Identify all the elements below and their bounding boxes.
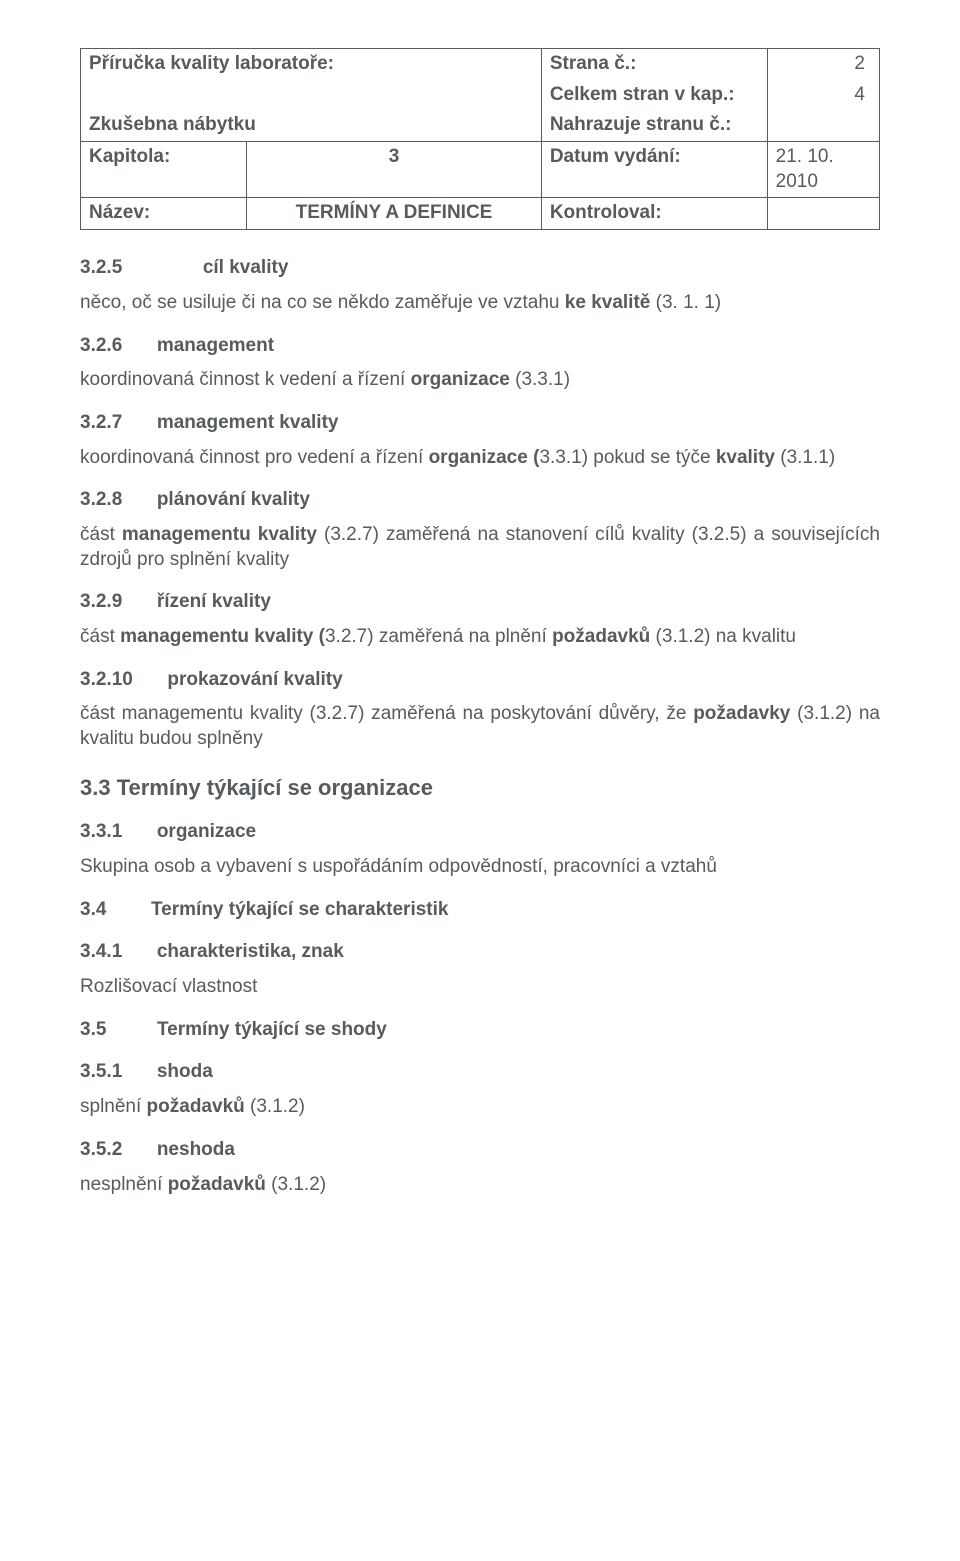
section-3-2-8-heading: 3.2.8 plánování kvality — [80, 488, 880, 513]
date-label: Datum vydání: — [541, 142, 767, 198]
text: (3.1.1) — [775, 447, 835, 468]
text-bold: ke kvalitě — [565, 292, 651, 313]
total-value: 4 — [767, 80, 879, 111]
chapter-value: 3 — [247, 142, 542, 198]
text: (3.1.2) — [266, 1174, 326, 1195]
text-bold: požadavků — [168, 1174, 266, 1195]
text-bold: managementu kvality ( — [120, 626, 325, 647]
section-3-5-1-heading: 3.5.1 shoda — [80, 1060, 880, 1085]
chapter-label: Kapitola: — [81, 142, 247, 198]
section-3-2-5-heading: 3.2.5 cíl kvality — [80, 256, 880, 281]
text: (3.3.1) — [510, 369, 570, 390]
text: (3. 1. 1) — [650, 292, 721, 313]
section-3-2-9-heading: 3.2.9 řízení kvality — [80, 590, 880, 615]
text: 3.2.7) zaměřená na plnění — [325, 626, 552, 647]
section-title: management — [157, 335, 274, 356]
text-bold: kvality — [716, 447, 775, 468]
section-3-2-8-body: část managementu kvality (3.2.7) zaměřen… — [80, 523, 880, 572]
doc-title-label: Příručka kvality laboratoře: — [81, 49, 542, 80]
header-table: Příručka kvality laboratoře: Strana č.: … — [80, 48, 880, 230]
section-title: management kvality — [157, 412, 339, 433]
date-value: 21. 10. 2010 — [767, 142, 879, 198]
section-3-2-6-body: koordinovaná činnost k vedení a řízení o… — [80, 368, 880, 393]
section-3-2-10-heading: 3.2.10 prokazování kvality — [80, 668, 880, 693]
text: část managementu kvality (3.2.7) zaměřen… — [80, 703, 693, 724]
checked-label: Kontroloval: — [541, 198, 767, 230]
text-bold: požadavků — [147, 1096, 245, 1117]
text-bold: managementu kvality — [122, 524, 317, 545]
section-title: řízení kvality — [157, 591, 271, 612]
section-3-4-1-body: Rozlišovací vlastnost — [80, 975, 880, 1000]
section-3-5-heading: 3.5 Termíny týkající se shody — [80, 1018, 880, 1043]
section-title: shoda — [157, 1061, 213, 1082]
text-bold: organizace — [411, 369, 510, 390]
section-title: Termíny týkající se shody — [157, 1019, 387, 1040]
section-3-5-2-body: nesplnění požadavků (3.1.2) — [80, 1173, 880, 1198]
section-number: 3.5 — [80, 1019, 106, 1040]
section-number: 3.4.1 — [80, 941, 122, 962]
section-title: organizace — [157, 821, 256, 842]
heading-3-3: 3.3 Termíny týkající se organizace — [80, 774, 880, 803]
section-title: prokazování kvality — [167, 669, 342, 690]
replaces-label: Nahrazuje stranu č.: — [541, 110, 767, 141]
text: 3.3.1) pokud se týče — [539, 447, 715, 468]
section-3-2-9-body: část managementu kvality (3.2.7) zaměřen… — [80, 625, 880, 650]
section-number: 3.2.9 — [80, 591, 122, 612]
section-title: cíl kvality — [203, 257, 289, 278]
section-3-2-7-body: koordinovaná činnost pro vedení a řízení… — [80, 446, 880, 471]
section-3-2-7-heading: 3.2.7 management kvality — [80, 411, 880, 436]
text-bold: požadavky — [693, 703, 790, 724]
replaces-value — [767, 110, 879, 141]
section-number: 3.2.6 — [80, 335, 122, 356]
section-3-3-1-body: Skupina osob a vybavení s uspořádáním od… — [80, 855, 880, 880]
header-spacer — [81, 80, 542, 111]
section-3-3-1-heading: 3.3.1 organizace — [80, 820, 880, 845]
text: část — [80, 524, 122, 545]
total-label: Celkem stran v kap.: — [541, 80, 767, 111]
section-3-4-heading: 3.4 Termíny týkající se charakteristik — [80, 898, 880, 923]
text: (3.1.2) na kvalitu — [650, 626, 796, 647]
section-3-5-1-body: splnění požadavků (3.1.2) — [80, 1095, 880, 1120]
text: splnění — [80, 1096, 147, 1117]
section-number: 3.5.1 — [80, 1061, 122, 1082]
page: Příručka kvality laboratoře: Strana č.: … — [0, 0, 960, 1561]
section-3-4-1-heading: 3.4.1 charakteristika, znak — [80, 940, 880, 965]
text: část — [80, 626, 120, 647]
name-label: Název: — [81, 198, 247, 230]
section-title: Termíny týkající se charakteristik — [151, 899, 448, 920]
text-bold: organizace ( — [429, 447, 540, 468]
section-number: 3.2.5 — [80, 257, 122, 278]
page-value: 2 — [767, 49, 879, 80]
section-3-2-5-body: něco, oč se usiluje či na co se někdo za… — [80, 291, 880, 316]
section-3-5-2-heading: 3.5.2 neshoda — [80, 1138, 880, 1163]
page-label: Strana č.: — [541, 49, 767, 80]
section-number: 3.3.1 — [80, 821, 122, 842]
section-number: 3.2.7 — [80, 412, 122, 433]
section-number: 3.2.8 — [80, 489, 122, 510]
text: nesplnění — [80, 1174, 168, 1195]
text-bold: požadavků — [552, 626, 650, 647]
section-title: plánování kvality — [157, 489, 310, 510]
text: něco, oč se usiluje či na co se někdo za… — [80, 292, 565, 313]
text: (3.1.2) — [245, 1096, 305, 1117]
section-number: 3.2.10 — [80, 669, 133, 690]
text: koordinovaná činnost k vedení a řízení — [80, 369, 411, 390]
section-3-2-6-heading: 3.2.6 management — [80, 334, 880, 359]
section-number: 3.5.2 — [80, 1139, 122, 1160]
text: koordinovaná činnost pro vedení a řízení — [80, 447, 429, 468]
subunit-label: Zkušebna nábytku — [81, 110, 542, 141]
checked-value — [767, 198, 879, 230]
section-3-2-10-body: část managementu kvality (3.2.7) zaměřen… — [80, 702, 880, 751]
section-title: neshoda — [157, 1139, 235, 1160]
name-value: TERMÍNY A DEFINICE — [247, 198, 542, 230]
section-title: charakteristika, znak — [157, 941, 344, 962]
section-number: 3.4 — [80, 899, 106, 920]
